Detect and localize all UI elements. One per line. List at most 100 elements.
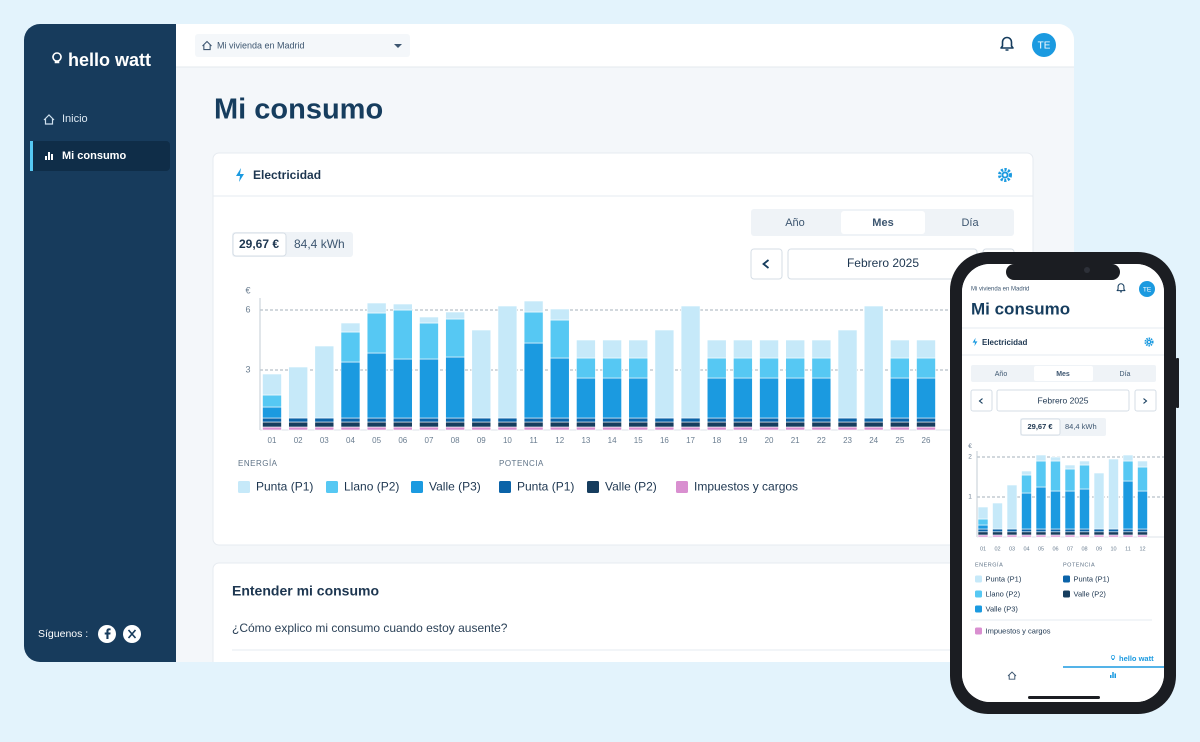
x-tick-label: 13 <box>581 436 590 445</box>
nav-item-active-bg[interactable] <box>30 141 170 171</box>
x-tick-label: 07 <box>1067 546 1073 552</box>
bar-segment <box>1079 528 1090 533</box>
bar-segment <box>392 421 413 428</box>
bar-segment <box>706 417 727 423</box>
x-tick-label: 22 <box>817 436 826 445</box>
bar-segment <box>366 426 387 431</box>
bar-segment <box>837 421 858 428</box>
phone-avatar-button[interactable] <box>1139 281 1155 297</box>
bar-segment <box>1006 531 1018 536</box>
bar-segment <box>890 426 910 431</box>
legend-label: Valle (P2) <box>605 480 657 494</box>
chevron-icon <box>762 259 770 269</box>
bar-segment <box>785 357 806 379</box>
nav-item[interactable]: Inicio <box>62 113 88 125</box>
bar-segment <box>890 357 910 379</box>
notifications-button[interactable] <box>1116 283 1126 293</box>
bar-segment <box>680 417 701 423</box>
phone-period-tab[interactable]: Año <box>995 371 1008 378</box>
bar-segment <box>759 426 779 431</box>
bar-segment <box>1137 531 1148 536</box>
bar-segment <box>1064 464 1076 470</box>
faq-question[interactable]: ¿Cómo explico mi consumo cuando estoy au… <box>232 621 508 635</box>
bar-segment <box>977 518 989 526</box>
bar-segment <box>1137 490 1148 530</box>
bar-segment <box>759 339 779 359</box>
phone-energy-value: 84,4 kWh <box>1065 422 1097 431</box>
bar-segment <box>837 417 858 423</box>
notifications-button[interactable] <box>1000 36 1014 51</box>
bar-segment <box>1079 488 1090 530</box>
bar-segment <box>1021 531 1032 536</box>
bar-segment <box>785 339 806 359</box>
bar-segment <box>1035 528 1047 533</box>
avatar-button[interactable] <box>1032 33 1056 57</box>
card-title: Electricidad <box>253 168 321 182</box>
x-tick-label: 15 <box>634 436 643 445</box>
settings-button[interactable] <box>1144 337 1154 347</box>
home-icon[interactable] <box>1007 671 1017 680</box>
bar-segment <box>1137 466 1148 492</box>
legend-label: Punta (P1) <box>517 480 574 494</box>
bar-segment <box>445 356 465 419</box>
phone-page-title: Mi consumo <box>971 299 1070 318</box>
bar-segment <box>733 421 753 428</box>
bar-segment <box>1021 474 1032 494</box>
bar-segment <box>1006 484 1018 530</box>
home-selector[interactable] <box>195 34 410 57</box>
bar-segment <box>759 417 779 423</box>
bar-segment <box>392 417 413 423</box>
bar-segment <box>977 534 989 538</box>
x-tick-label: 11 <box>529 436 538 445</box>
bar-segment <box>863 305 884 419</box>
period-tab[interactable]: Año <box>785 217 805 229</box>
bar-segment <box>733 426 753 431</box>
bar-segment <box>1050 490 1061 530</box>
bar-segment <box>759 421 779 428</box>
prev-period-button[interactable] <box>750 248 783 280</box>
bar-segment <box>628 357 649 379</box>
bar-segment <box>314 421 335 428</box>
period-tab[interactable]: Día <box>961 217 979 229</box>
bar-segment <box>1035 454 1047 462</box>
x-tick-label: 07 <box>425 436 434 445</box>
bar-segment <box>628 417 649 423</box>
bar-segment <box>863 417 884 423</box>
bar-segment <box>916 377 936 419</box>
phone-period-tab[interactable]: Mes <box>1056 371 1070 378</box>
bar-segment <box>419 417 439 423</box>
bar-segment <box>706 377 727 419</box>
bar-segment <box>1079 534 1090 538</box>
bar-segment <box>916 421 936 428</box>
bar-segment <box>340 426 361 431</box>
bar-segment <box>785 417 806 423</box>
bar-segment <box>890 417 910 423</box>
bar-segment <box>445 318 465 358</box>
settings-button[interactable] <box>998 168 1012 182</box>
brand-icon <box>52 52 62 64</box>
legend-group-title: ENERGÍA <box>238 459 278 468</box>
phone-home-selector[interactable]: Mi vivienda en Madrid <box>971 287 1029 293</box>
bar-segment <box>602 339 622 359</box>
legend-swatch <box>975 575 982 583</box>
phone-bottom-nav <box>962 658 1164 702</box>
bar-segment <box>549 357 570 419</box>
period-tab[interactable]: Mes <box>872 217 893 229</box>
bar-segment <box>602 426 622 431</box>
home-icon[interactable] <box>43 114 55 125</box>
nav-item[interactable]: Mi consumo <box>62 150 126 162</box>
nav-item-active-marker <box>30 141 33 171</box>
bar-segment <box>1021 470 1032 476</box>
bar-segment <box>340 421 361 428</box>
bar-segment <box>706 357 727 379</box>
phone-period-tab[interactable]: Día <box>1120 371 1131 378</box>
legend-swatch <box>676 481 688 493</box>
bar-segment <box>1137 528 1148 533</box>
phone-screen: Mi vivienda en Madrid TE Mi consumo Electri… <box>962 264 1164 702</box>
bar-segment <box>471 329 492 419</box>
bar-segment <box>262 406 282 419</box>
phone-prev-button[interactable] <box>970 389 993 412</box>
x-tick-label: 11 <box>1125 546 1131 552</box>
legend-label: Punta (P1) <box>256 480 313 494</box>
